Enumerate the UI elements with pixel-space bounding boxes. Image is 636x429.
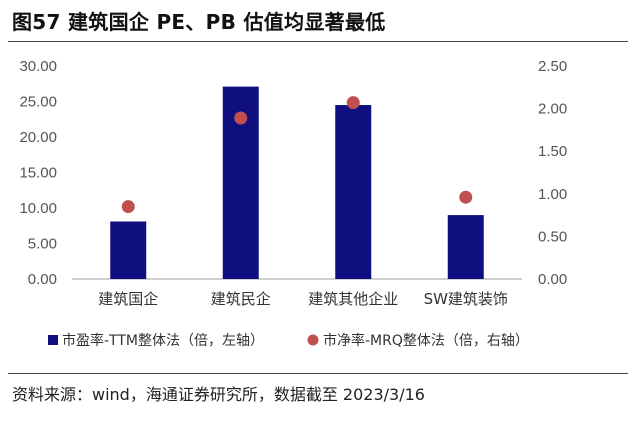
pb-dot <box>459 190 473 204</box>
pb-dot <box>346 96 360 110</box>
pb-dot <box>234 111 248 125</box>
legend-label-pe: 市盈率-TTM整体法（倍，左轴） <box>62 332 264 349</box>
pe-bar <box>447 215 484 279</box>
pe-bar <box>335 105 372 279</box>
right-axis-tick-label: 0.00 <box>538 271 567 288</box>
bar-series <box>110 86 484 279</box>
pe-bar <box>110 221 147 279</box>
legend-swatch-bar <box>48 335 58 345</box>
top-rule <box>8 41 628 42</box>
right-axis: 0.00 0.50 1.00 1.50 2.00 2.50 <box>538 58 567 288</box>
category-label: SW建筑装饰 <box>424 290 508 308</box>
x-axis-categories: 建筑国企 建筑民企 建筑其他企业 SW建筑装饰 <box>98 290 508 308</box>
left-axis-tick-label: 25.00 <box>19 94 57 111</box>
dot-series <box>121 96 473 214</box>
category-label: 建筑其他企业 <box>308 290 398 308</box>
legend-swatch-dot <box>307 334 319 346</box>
source-note: 资料来源：wind，海通证券研究所，数据截至 2023/3/16 <box>12 385 425 404</box>
right-axis-tick-label: 2.00 <box>538 101 567 118</box>
left-axis-tick-label: 20.00 <box>19 129 57 146</box>
right-axis-tick-label: 1.00 <box>538 186 567 203</box>
bottom-rule <box>8 373 628 374</box>
right-axis-tick-label: 1.50 <box>538 143 567 160</box>
category-label: 建筑国企 <box>98 290 158 308</box>
legend-label-pb: 市净率-MRQ整体法（倍，右轴） <box>323 332 529 349</box>
figure-title: 图57 建筑国企 PE、PB 估值均显著最低 <box>12 10 386 34</box>
category-label: 建筑民企 <box>211 290 271 308</box>
chart-legend: 市盈率-TTM整体法（倍，左轴） 市净率-MRQ整体法（倍，右轴） <box>48 332 529 349</box>
left-axis-tick-label: 30.00 <box>19 58 57 75</box>
right-axis-tick-label: 0.50 <box>538 228 567 245</box>
right-axis-tick-label: 2.50 <box>538 58 567 75</box>
left-axis-tick-label: 0.00 <box>28 271 57 288</box>
left-axis-tick-label: 15.00 <box>19 165 57 182</box>
left-axis-tick-label: 10.00 <box>19 200 57 217</box>
left-axis-tick-label: 5.00 <box>28 236 57 253</box>
pb-dot <box>121 200 135 214</box>
left-axis: 0.00 5.00 10.00 15.00 20.00 25.00 30.00 <box>19 58 57 288</box>
